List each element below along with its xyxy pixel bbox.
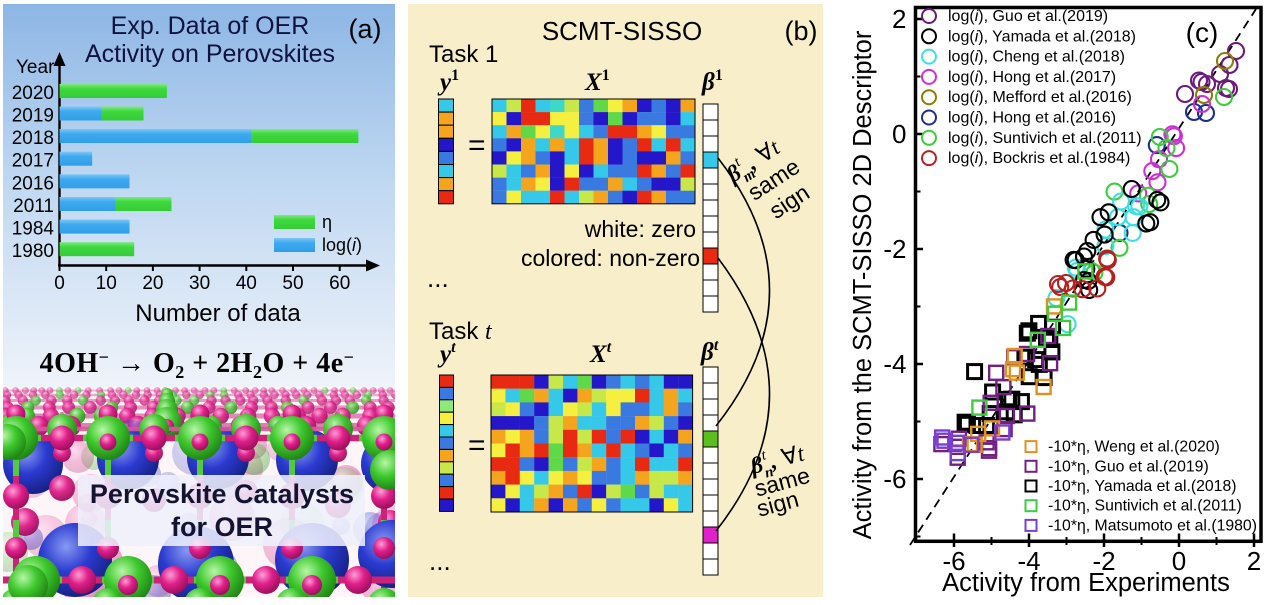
svg-text:log(i), Yamada et al.(2018): log(i), Yamada et al.(2018) xyxy=(948,28,1136,45)
svg-text:0: 0 xyxy=(892,119,906,149)
svg-text:1984: 1984 xyxy=(12,219,55,240)
svg-text:2011: 2011 xyxy=(13,196,54,217)
svg-text:-10*η, Weng et al.(2020): -10*η, Weng et al.(2020) xyxy=(1048,439,1220,456)
svg-text:-10*η, Suntivich et al.(2011): -10*η, Suntivich et al.(2011) xyxy=(1048,498,1242,515)
svg-text:2: 2 xyxy=(892,4,906,34)
svg-text:0: 0 xyxy=(1172,546,1186,576)
svg-text:-2: -2 xyxy=(883,234,906,264)
svg-text:(a): (a) xyxy=(349,14,382,44)
svg-text:SCMT-SISSO: SCMT-SISSO xyxy=(542,16,702,46)
svg-text:=: = xyxy=(468,129,486,162)
svg-text:2019: 2019 xyxy=(12,106,54,127)
svg-text:40: 40 xyxy=(236,273,257,294)
svg-text:0: 0 xyxy=(54,273,65,294)
svg-text:η: η xyxy=(322,212,332,232)
svg-text:60: 60 xyxy=(329,273,350,294)
svg-text:log(i), Hong et al.(2016): log(i), Hong et al.(2016) xyxy=(948,110,1116,127)
svg-text:log(i), Bockris et al.(1984): log(i), Bockris et al.(1984) xyxy=(948,150,1130,167)
svg-text:30: 30 xyxy=(189,273,210,294)
svg-text:log(i), Guo et al.(2019): log(i), Guo et al.(2019) xyxy=(948,8,1108,25)
svg-text:Activity on Perovskites: Activity on Perovskites xyxy=(85,40,335,68)
svg-text:(b): (b) xyxy=(785,16,818,46)
svg-text:colored: non-zero: colored: non-zero xyxy=(521,245,700,271)
svg-text:...: ... xyxy=(427,263,449,293)
svg-text:-6: -6 xyxy=(883,464,906,494)
svg-text:-6: -6 xyxy=(942,546,965,576)
svg-text:=: = xyxy=(468,429,486,462)
svg-text:4OH− → O2 + 2H2O + 4e−: 4OH− → O2 + 2H2O + 4e− xyxy=(40,347,355,382)
svg-text:Task t: Task t xyxy=(429,318,493,345)
svg-text:10: 10 xyxy=(96,273,117,294)
svg-text:log(i), Hong et al.(2017): log(i), Hong et al.(2017) xyxy=(948,69,1116,86)
svg-text:Year: Year xyxy=(16,57,55,78)
svg-text:20: 20 xyxy=(142,273,163,294)
svg-text:2016: 2016 xyxy=(12,173,54,194)
svg-text:-2: -2 xyxy=(1092,546,1115,576)
svg-text:log(i): log(i) xyxy=(322,235,362,255)
svg-text:Number of data: Number of data xyxy=(135,300,301,327)
svg-text:(c): (c) xyxy=(1186,17,1219,48)
svg-text:white: zero: white: zero xyxy=(584,216,696,242)
svg-text:Task 1: Task 1 xyxy=(429,41,498,68)
svg-text:2: 2 xyxy=(1247,546,1261,576)
svg-text:2020: 2020 xyxy=(12,83,54,104)
svg-text:Activity from the SCMT-SISSO 2: Activity from the SCMT-SISSO 2D Descript… xyxy=(849,30,877,539)
svg-text:2018: 2018 xyxy=(12,128,54,149)
svg-text:-4: -4 xyxy=(1017,546,1040,576)
svg-text:Xt: Xt xyxy=(589,339,612,368)
svg-text:log(i), Cheng et al.(2018): log(i), Cheng et al.(2018) xyxy=(948,49,1125,66)
svg-text:Activity from Experiments: Activity from Experiments xyxy=(942,569,1230,597)
svg-text:50: 50 xyxy=(282,273,303,294)
svg-text:2017: 2017 xyxy=(12,151,54,172)
svg-text:...: ... xyxy=(429,546,451,576)
svg-text:log(i), Mefford et al.(2016): log(i), Mefford et al.(2016) xyxy=(948,89,1132,106)
svg-text:-4: -4 xyxy=(883,349,906,379)
svg-text:t: t xyxy=(760,447,769,464)
svg-text:log(i), Suntivich et al.(2011): log(i), Suntivich et al.(2011) xyxy=(948,130,1142,147)
svg-text:-10*η, Matsumoto et al.(1980): -10*η, Matsumoto et al.(1980) xyxy=(1048,517,1257,534)
svg-text:Perovskite Catalysts: Perovskite Catalysts xyxy=(90,479,354,509)
svg-text:1980: 1980 xyxy=(12,241,54,262)
svg-text:-10*η, Yamada et al.(2018): -10*η, Yamada et al.(2018) xyxy=(1048,478,1237,495)
svg-text:-10*η, Guo et al.(2019): -10*η, Guo et al.(2019) xyxy=(1048,458,1209,475)
svg-text:for OER: for OER xyxy=(171,512,273,542)
svg-text:Exp. Data of OER: Exp. Data of OER xyxy=(111,12,310,40)
